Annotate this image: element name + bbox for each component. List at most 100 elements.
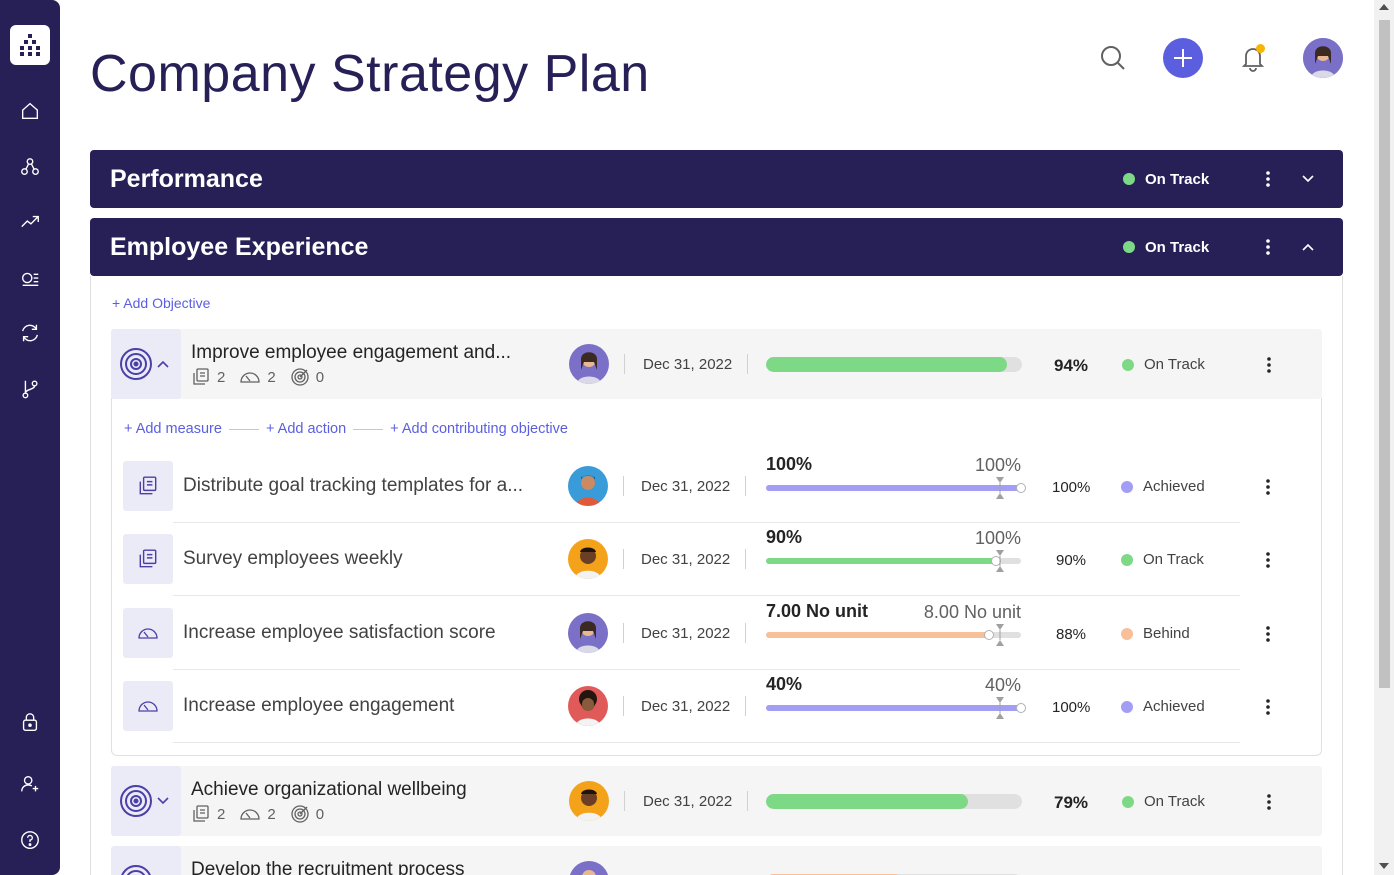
home-icon[interactable] bbox=[18, 99, 42, 123]
lock-icon[interactable] bbox=[18, 710, 42, 734]
more-options-icon[interactable] bbox=[1258, 697, 1278, 717]
status-badge: On Track bbox=[1123, 239, 1209, 256]
refresh-icon[interactable] bbox=[18, 321, 42, 345]
measure-row[interactable]: Increase employee satisfaction score Dec… bbox=[123, 596, 1270, 670]
more-options-icon[interactable] bbox=[1258, 169, 1278, 189]
branch-icon[interactable] bbox=[18, 377, 42, 401]
scroll-up-arrow-icon[interactable] bbox=[1379, 4, 1389, 10]
measure-progress bbox=[766, 624, 1021, 646]
more-options-icon[interactable] bbox=[1258, 237, 1278, 257]
add-contributing-objective-link[interactable]: + Add contributing objective bbox=[390, 421, 568, 437]
target-marker-icon bbox=[996, 477, 1004, 499]
gauge-icon bbox=[240, 372, 260, 383]
measure-title: Distribute goal tracking templates for a… bbox=[183, 475, 524, 496]
divider bbox=[747, 354, 748, 374]
goals-list-icon[interactable] bbox=[18, 266, 42, 290]
progress-fill bbox=[766, 794, 969, 809]
notification-bell-icon[interactable] bbox=[1233, 38, 1273, 78]
progress-percent: 90% bbox=[1056, 552, 1087, 569]
target-icon bbox=[120, 785, 152, 817]
owner-avatar[interactable] bbox=[568, 613, 608, 653]
status-badge: Achieved bbox=[1121, 478, 1205, 495]
owner-avatar[interactable] bbox=[569, 344, 609, 384]
measures-count-value: 2 bbox=[267, 805, 276, 823]
trend-icon[interactable] bbox=[18, 210, 42, 234]
actions-icon bbox=[193, 368, 209, 385]
status-badge: On Track bbox=[1122, 356, 1205, 373]
category-performance[interactable]: Performance On Track bbox=[90, 150, 1343, 208]
target-icon bbox=[120, 348, 152, 380]
target-value: 40% bbox=[984, 675, 1021, 695]
scroll-down-arrow-icon[interactable] bbox=[1379, 863, 1389, 869]
measure-progress bbox=[766, 697, 1026, 719]
owner-avatar[interactable] bbox=[569, 781, 609, 821]
vertical-scrollbar[interactable] bbox=[1374, 0, 1394, 875]
status-badge: On Track bbox=[1122, 793, 1205, 810]
progress-fill bbox=[766, 357, 1007, 372]
target-value: 8.00 No unit bbox=[923, 602, 1021, 622]
gauge-icon bbox=[123, 681, 173, 731]
divider bbox=[228, 428, 259, 430]
scroll-thumb[interactable] bbox=[1379, 20, 1390, 688]
objective-add-links: + Add measure + Add action + Add contrib… bbox=[124, 421, 568, 437]
measures-count: 2 bbox=[239, 804, 276, 824]
objective-row[interactable]: Achieve organizational wellbeing 2 2 0 D… bbox=[111, 766, 1322, 836]
gauge-icon bbox=[240, 809, 260, 820]
progress-fill bbox=[766, 558, 996, 564]
add-button[interactable] bbox=[1163, 38, 1203, 78]
objective-meta: 2 2 0 bbox=[191, 804, 338, 824]
divider bbox=[624, 354, 625, 374]
owner-avatar[interactable] bbox=[568, 539, 608, 579]
objective-row[interactable]: Develop the recruitment process bbox=[111, 846, 1322, 875]
due-date: Dec 31, 2022 bbox=[641, 625, 731, 642]
more-options-icon[interactable] bbox=[1258, 624, 1278, 644]
actions-count-value: 2 bbox=[217, 368, 226, 386]
objective-meta: 2 2 0 bbox=[191, 367, 338, 387]
objective-toggle[interactable] bbox=[111, 329, 181, 399]
status-dot bbox=[1122, 795, 1134, 808]
owner-avatar[interactable] bbox=[568, 686, 608, 726]
status-dot bbox=[1123, 241, 1135, 253]
target-icon bbox=[291, 368, 309, 386]
more-options-icon[interactable] bbox=[1259, 792, 1279, 812]
current-value: 100% bbox=[766, 454, 813, 474]
objective-toggle[interactable] bbox=[111, 846, 181, 875]
add-objective-link[interactable]: + Add Objective bbox=[112, 295, 211, 311]
target-marker-icon bbox=[996, 697, 1004, 719]
more-options-icon[interactable] bbox=[1258, 550, 1278, 570]
measure-row[interactable]: Distribute goal tracking templates for a… bbox=[123, 449, 1270, 523]
category-employee-experience[interactable]: Employee Experience On Track bbox=[90, 218, 1343, 276]
chevron-down-icon[interactable] bbox=[1298, 169, 1318, 189]
add-action-link[interactable]: + Add action bbox=[265, 421, 347, 437]
row-divider bbox=[173, 522, 1240, 523]
status-dot bbox=[1121, 553, 1133, 566]
search-icon[interactable] bbox=[1093, 38, 1133, 78]
measure-progress bbox=[766, 477, 1026, 499]
measure-title: Increase employee engagement bbox=[183, 695, 455, 716]
user-avatar[interactable] bbox=[1303, 38, 1343, 78]
measure-row[interactable]: Survey employees weekly Dec 31, 2022 90%… bbox=[123, 522, 1270, 596]
target-icon bbox=[121, 865, 151, 875]
status-badge: Behind bbox=[1121, 625, 1190, 642]
status-dot bbox=[1122, 358, 1134, 371]
more-options-icon[interactable] bbox=[1259, 355, 1279, 375]
add-user-icon[interactable] bbox=[18, 772, 42, 796]
divider bbox=[623, 696, 624, 716]
objective-row[interactable]: Improve employee engagement and... 2 2 0… bbox=[111, 329, 1322, 399]
hierarchy-icon[interactable] bbox=[18, 155, 42, 179]
target-icon bbox=[291, 805, 309, 823]
add-measure-link[interactable]: + Add measure bbox=[124, 421, 222, 437]
objective-toggle[interactable] bbox=[111, 766, 181, 836]
logo-icon[interactable] bbox=[10, 25, 50, 65]
progress-percent: 100% bbox=[1052, 699, 1091, 716]
more-options-icon[interactable] bbox=[1258, 477, 1278, 497]
objective-details-panel bbox=[111, 398, 1322, 756]
help-icon[interactable] bbox=[18, 828, 42, 852]
target-value: 100% bbox=[974, 455, 1021, 475]
due-date: Dec 31, 2022 bbox=[641, 478, 731, 495]
owner-avatar[interactable] bbox=[568, 466, 608, 506]
measure-progress bbox=[766, 550, 1021, 572]
measure-row[interactable]: Increase employee engagement Dec 31, 202… bbox=[123, 669, 1270, 743]
owner-avatar[interactable] bbox=[569, 861, 609, 875]
chevron-up-icon[interactable] bbox=[1298, 237, 1318, 257]
